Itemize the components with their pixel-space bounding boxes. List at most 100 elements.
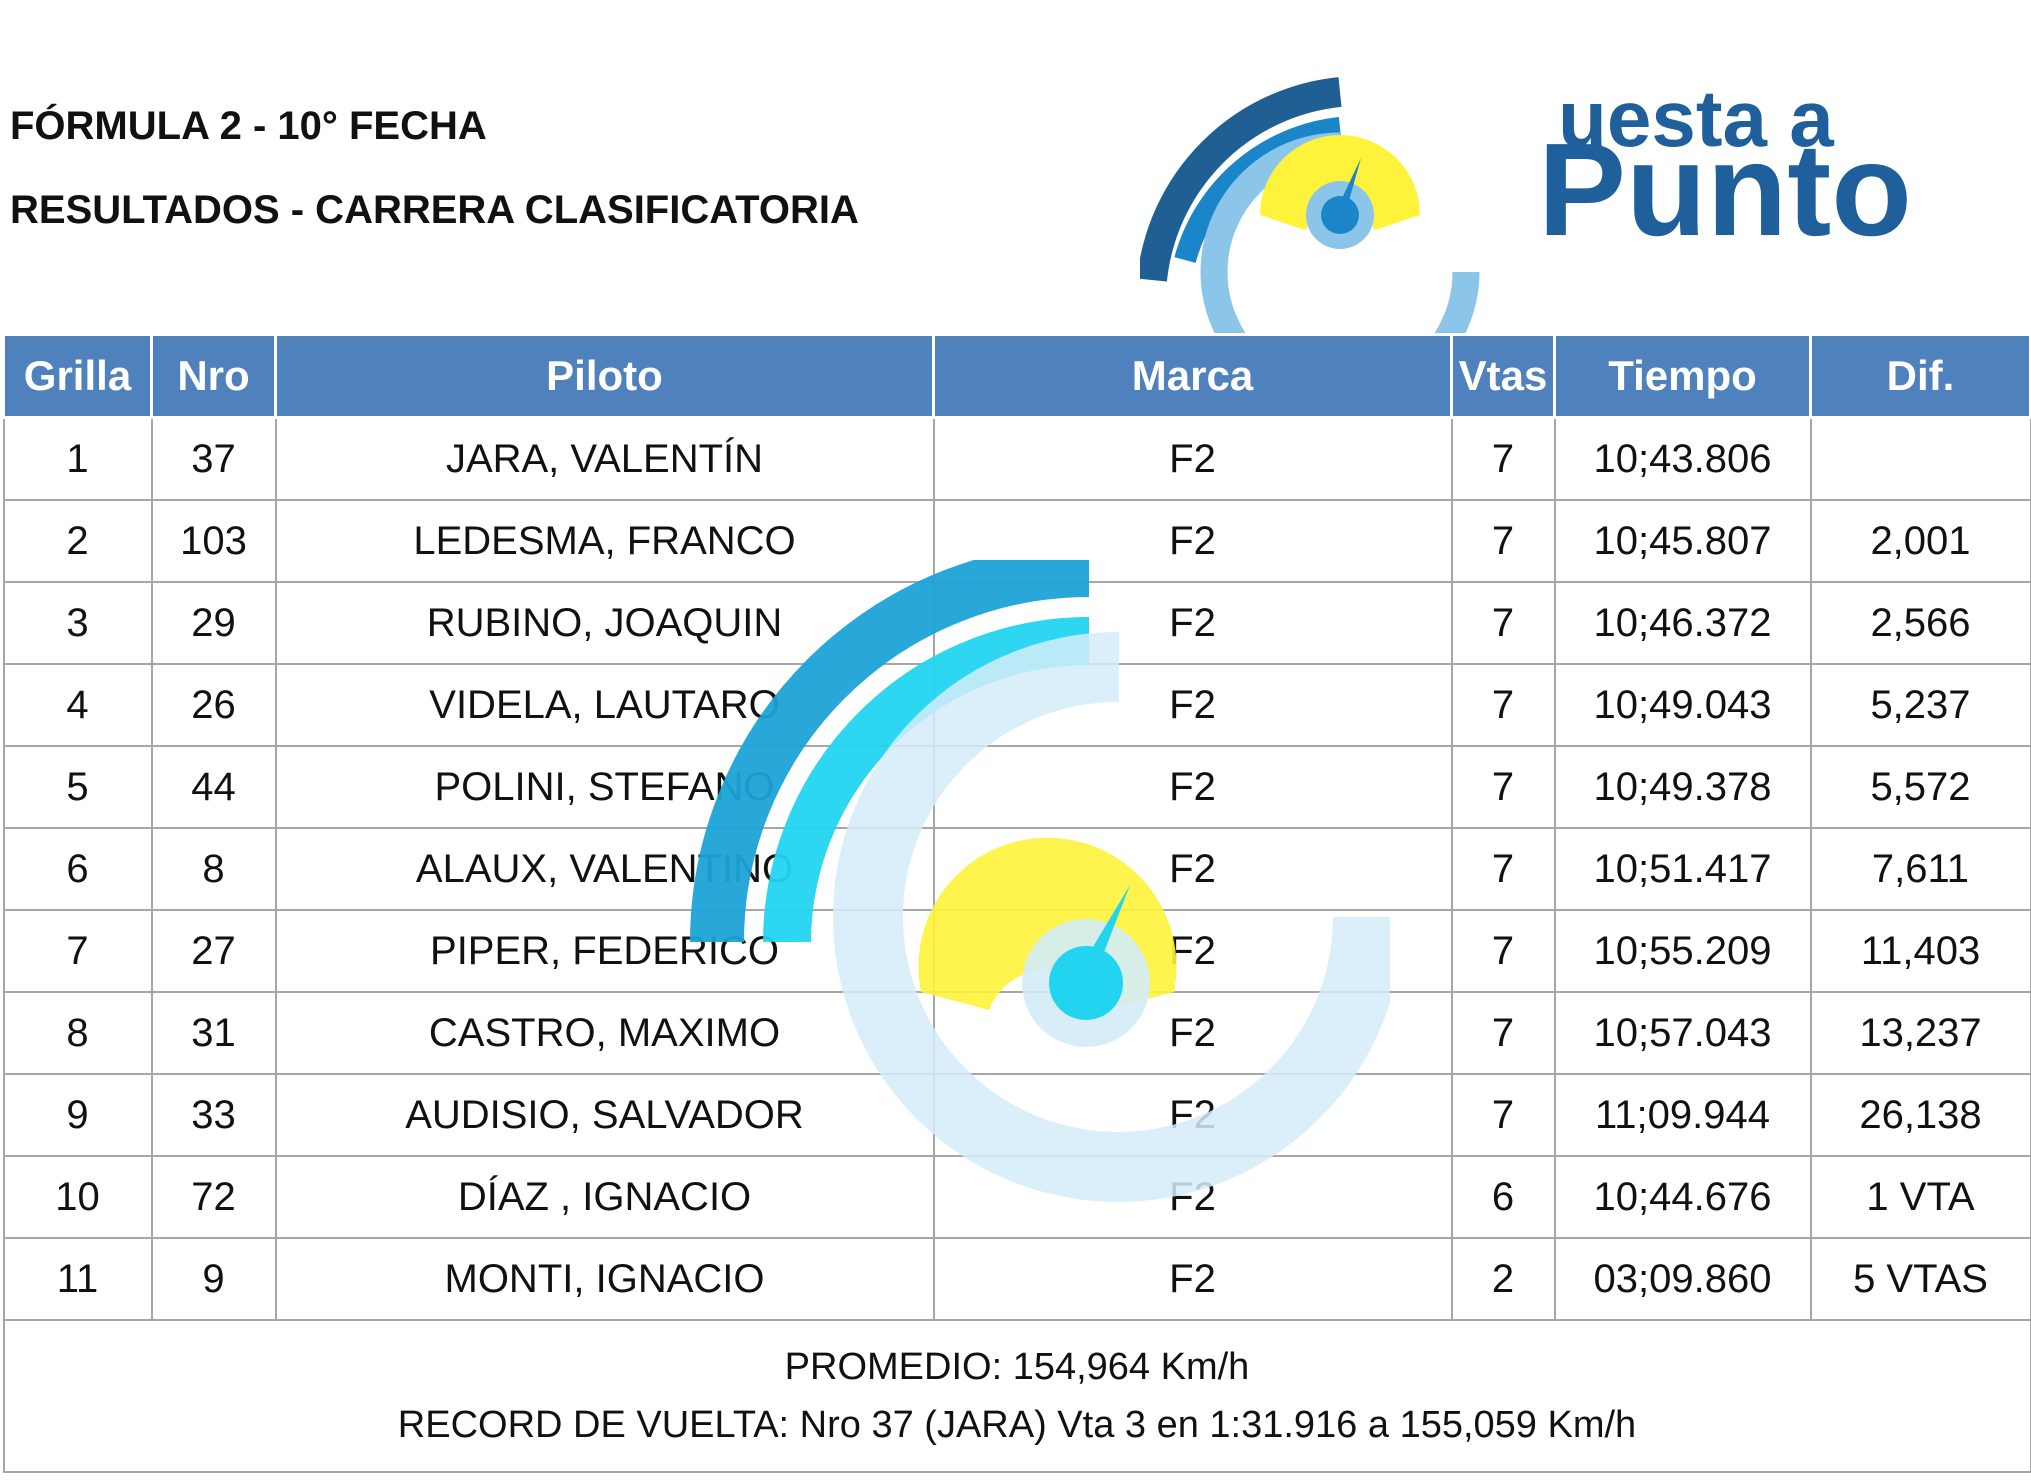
column-header: Marca [932, 333, 1453, 419]
column-header: Dif. [1809, 333, 2031, 419]
diff-cell: 5,237 [1809, 663, 2031, 747]
driver-cell: MONTI, IGNACIO [274, 1237, 935, 1321]
page-title: FÓRMULA 2 - 10° FECHA [10, 104, 487, 148]
time-cell: 10;44.676 [1553, 1155, 1812, 1239]
time-cell: 10;49.378 [1553, 745, 1812, 829]
table-row: 8 31 CASTRO, MAXIMO F2 7 10;57.043 13,237 [2, 991, 2031, 1075]
brand-cell: F2 [932, 1073, 1453, 1157]
footer-row: PROMEDIO: 154,964 Km/h RECORD DE VUELTA: … [2, 1319, 2031, 1473]
time-cell: 11;09.944 [1553, 1073, 1812, 1157]
brand-cell: F2 [932, 1237, 1453, 1321]
table-row: 11 9 MONTI, IGNACIO F2 2 03;09.860 5 VTAS [2, 1237, 2031, 1321]
driver-cell: JARA, VALENTÍN [274, 416, 935, 501]
time-cell: 10;55.209 [1553, 909, 1812, 993]
laps-cell: 7 [1450, 663, 1556, 747]
table-row: 2 103 LEDESMA, FRANCO F2 7 10;45.807 2,001 [2, 499, 2031, 583]
column-header: Piloto [274, 333, 935, 419]
laps-cell: 7 [1450, 1073, 1556, 1157]
number-cell: 29 [150, 581, 277, 665]
brand-cell: F2 [932, 581, 1453, 665]
laps-cell: 7 [1450, 581, 1556, 665]
laps-cell: 7 [1450, 991, 1556, 1075]
number-cell: 8 [150, 827, 277, 911]
table-row: 4 26 VIDELA, LAUTARO F2 7 10;49.043 5,237 [2, 663, 2031, 747]
number-cell: 27 [150, 909, 277, 993]
driver-cell: POLINI, STEFANO [274, 745, 935, 829]
page-subtitle: RESULTADOS - CARRERA CLASIFICATORIA [10, 188, 859, 232]
brand-cell: F2 [932, 663, 1453, 747]
speedometer-logo-icon [1140, 77, 1480, 335]
number-cell: 37 [150, 416, 277, 501]
logo-word-1: uesta a [1558, 74, 1834, 163]
table-row: 7 27 PIPER, FEDERICO F2 7 10;55.209 11,403 [2, 909, 2031, 993]
time-cell: 03;09.860 [1553, 1237, 1812, 1321]
grid-cell: 2 [2, 499, 153, 583]
driver-cell: RUBINO, JOAQUIN [274, 581, 935, 665]
laps-cell: 7 [1450, 909, 1556, 993]
number-cell: 44 [150, 745, 277, 829]
diff-cell: 2,001 [1809, 499, 2031, 583]
diff-cell: 5 VTAS [1809, 1237, 2031, 1321]
grid-cell: 1 [2, 416, 153, 501]
average-speed: PROMEDIO: 154,964 Km/h [784, 1346, 1250, 1388]
table-row: 3 29 RUBINO, JOAQUIN F2 7 10;46.372 2,566 [2, 581, 2031, 665]
time-cell: 10;46.372 [1553, 581, 1812, 665]
laps-cell: 7 [1450, 499, 1556, 583]
driver-cell: PIPER, FEDERICO [274, 909, 935, 993]
driver-cell: AUDISIO, SALVADOR [274, 1073, 935, 1157]
number-cell: 9 [150, 1237, 277, 1321]
laps-cell: 7 [1450, 827, 1556, 911]
laps-cell: 7 [1450, 416, 1556, 501]
table-row: 9 33 AUDISIO, SALVADOR F2 7 11;09.944 26,138 [2, 1073, 2031, 1157]
driver-cell: LEDESMA, FRANCO [274, 499, 935, 583]
brand-cell: F2 [932, 1155, 1453, 1239]
logo-word-2: Punto [1538, 116, 1912, 263]
table-header-row: Grilla Nro Piloto Marca Vtas Tiempo Dif. [2, 333, 2031, 419]
grid-cell: 3 [2, 581, 153, 665]
results-table: Grilla Nro Piloto Marca Vtas Tiempo Dif. 1 37 JA… [2, 333, 2031, 1473]
time-cell: 10;51.417 [1553, 827, 1812, 911]
driver-cell: ALAUX, VALENTINO [274, 827, 935, 911]
number-cell: 31 [150, 991, 277, 1075]
table-row: 1 37 JARA, VALENTÍN F2 7 10;43.806 [2, 416, 2031, 501]
number-cell: 26 [150, 663, 277, 747]
grid-cell: 10 [2, 1155, 153, 1239]
footer-cell: PROMEDIO: 154,964 Km/h RECORD DE VUELTA: … [2, 1319, 2031, 1473]
brand-cell: F2 [932, 909, 1453, 993]
time-cell: 10;45.807 [1553, 499, 1812, 583]
brand-cell: F2 [932, 991, 1453, 1075]
diff-cell: 1 VTA [1809, 1155, 2031, 1239]
table-row: 6 8 ALAUX, VALENTINO F2 7 10;51.417 7,611 [2, 827, 2031, 911]
grid-cell: 11 [2, 1237, 153, 1321]
diff-cell [1809, 416, 2031, 501]
time-cell: 10;43.806 [1553, 416, 1812, 501]
grid-cell: 5 [2, 745, 153, 829]
driver-cell: DÍAZ , IGNACIO [274, 1155, 935, 1239]
time-cell: 10;57.043 [1553, 991, 1812, 1075]
diff-cell: 7,611 [1809, 827, 2031, 911]
brand-cell: F2 [932, 827, 1453, 911]
column-header: Nro [150, 333, 277, 419]
brand-cell: F2 [932, 745, 1453, 829]
brand-cell: F2 [932, 499, 1453, 583]
column-header: Tiempo [1553, 333, 1812, 419]
column-header: Vtas [1450, 333, 1556, 419]
number-cell: 103 [150, 499, 277, 583]
brand-cell: F2 [932, 416, 1453, 501]
table-row: 10 72 DÍAZ , IGNACIO F2 6 10;44.676 1 VTA [2, 1155, 2031, 1239]
grid-cell: 7 [2, 909, 153, 993]
grid-cell: 8 [2, 991, 153, 1075]
puesta-a-punto-logo: uesta a Punto [1140, 74, 1912, 335]
diff-cell: 5,572 [1809, 745, 2031, 829]
number-cell: 72 [150, 1155, 277, 1239]
diff-cell: 2,566 [1809, 581, 2031, 665]
column-header: Grilla [2, 333, 153, 419]
laps-cell: 7 [1450, 745, 1556, 829]
grid-cell: 6 [2, 827, 153, 911]
diff-cell: 13,237 [1809, 991, 2031, 1075]
time-cell: 10;49.043 [1553, 663, 1812, 747]
laps-cell: 6 [1450, 1155, 1556, 1239]
grid-cell: 9 [2, 1073, 153, 1157]
diff-cell: 26,138 [1809, 1073, 2031, 1157]
driver-cell: CASTRO, MAXIMO [274, 991, 935, 1075]
